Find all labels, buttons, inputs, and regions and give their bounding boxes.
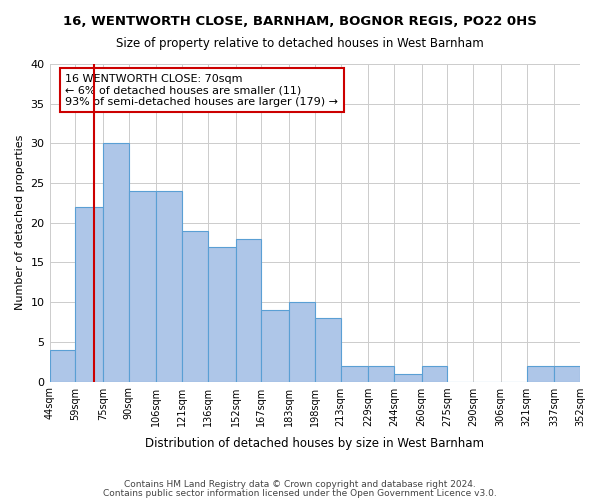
Bar	[341, 366, 368, 382]
Bar	[236, 238, 262, 382]
Bar	[103, 144, 129, 382]
Text: Contains public sector information licensed under the Open Government Licence v3: Contains public sector information licen…	[103, 489, 497, 498]
Bar	[129, 191, 157, 382]
Bar	[422, 366, 448, 382]
Bar	[262, 310, 289, 382]
Y-axis label: Number of detached properties: Number of detached properties	[15, 135, 25, 310]
Bar	[157, 191, 182, 382]
X-axis label: Distribution of detached houses by size in West Barnham: Distribution of detached houses by size …	[145, 437, 484, 450]
Bar	[368, 366, 394, 382]
Bar	[554, 366, 580, 382]
Bar	[50, 350, 76, 382]
Text: Size of property relative to detached houses in West Barnham: Size of property relative to detached ho…	[116, 38, 484, 51]
Bar	[289, 302, 315, 382]
Bar	[208, 246, 236, 382]
Text: Contains HM Land Registry data © Crown copyright and database right 2024.: Contains HM Land Registry data © Crown c…	[124, 480, 476, 489]
Bar	[394, 374, 422, 382]
Bar	[315, 318, 341, 382]
Text: 16 WENTWORTH CLOSE: 70sqm
← 6% of detached houses are smaller (11)
93% of semi-d: 16 WENTWORTH CLOSE: 70sqm ← 6% of detach…	[65, 74, 338, 106]
Bar	[182, 230, 208, 382]
Bar	[527, 366, 554, 382]
Bar	[76, 207, 103, 382]
Text: 16, WENTWORTH CLOSE, BARNHAM, BOGNOR REGIS, PO22 0HS: 16, WENTWORTH CLOSE, BARNHAM, BOGNOR REG…	[63, 15, 537, 28]
